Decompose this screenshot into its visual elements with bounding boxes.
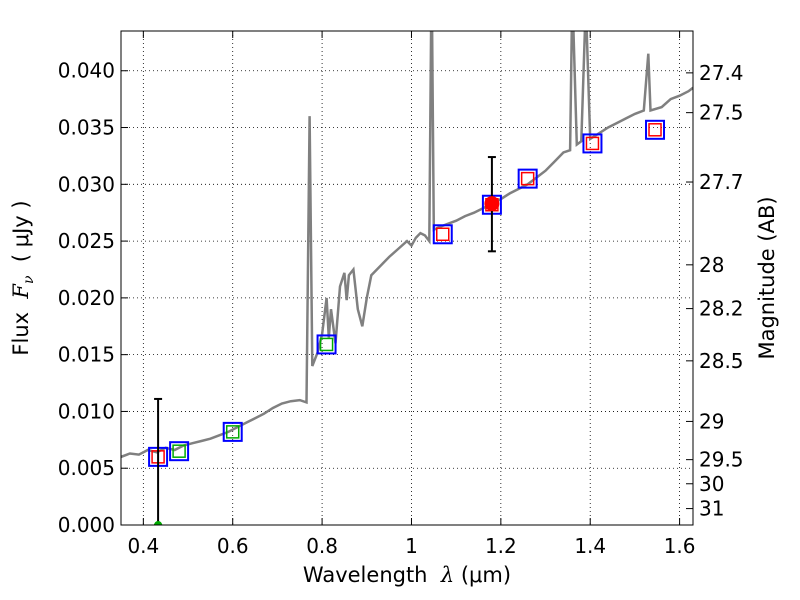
magnitude-tick-label: 28.5 (699, 349, 744, 373)
x-tick-label: 1.6 (664, 534, 696, 558)
model-photometry-inner (319, 337, 334, 352)
model-photometry-inner (585, 136, 600, 151)
y-tick-label: 0.040 (58, 59, 115, 83)
model-photometry-box (316, 334, 337, 355)
plot-frame (120, 30, 694, 526)
y-axis-title: Flux Fν ( μJy ) (9, 200, 37, 355)
model-photometry-inner (436, 227, 450, 242)
model-photometry-box (432, 224, 453, 245)
tick-labels: 0.4 0.6 0.8 1 1.2 1.4 1.6 0.000 0.005 0.010 0.015 0… (58, 59, 744, 558)
y-tick-label: 0.005 (58, 456, 115, 480)
magnitude-tick-label: 27.5 (699, 101, 744, 125)
magnitude-tick-label: 27.7 (699, 170, 744, 194)
y-tick-label: 0.010 (58, 399, 115, 423)
model-photometry-inner (172, 444, 186, 458)
model-photometry-inner (520, 171, 535, 186)
x-tick-label: 0.6 (217, 534, 249, 558)
model-spectrum-line (121, 31, 693, 459)
axis-ticks (121, 31, 693, 526)
model-photometry-markers (148, 119, 666, 467)
x-tick-label: 1.2 (485, 534, 517, 558)
magnitude-tick-label: 30 (699, 472, 724, 496)
magnitude-tick-label: 31 (699, 497, 724, 521)
magnitude-tick-label: 29 (699, 409, 724, 433)
model-photometry-box (582, 133, 603, 154)
plot-area (121, 31, 693, 525)
observed-photometry (154, 156, 500, 525)
model-photometry-box (169, 441, 190, 462)
y-tick-label: 0.015 (58, 343, 115, 367)
magnitude-tick-label: 29.5 (699, 448, 744, 472)
model-photometry-inner (648, 123, 662, 137)
y-tick-label: 0.020 (58, 286, 115, 310)
x-tick-label: 0.8 (306, 534, 338, 558)
x-tick-label: 1.4 (574, 534, 606, 558)
observed-point (154, 521, 163, 525)
magnitude-tick-label: 28.2 (699, 297, 744, 321)
model-photometry-box (517, 168, 538, 189)
model-photometry-box (645, 119, 666, 140)
magnitude-tick-label: 28 (699, 253, 724, 277)
magnitude-tick-label: 27.4 (699, 61, 744, 85)
x-axis-title: Wavelength λ (μm) (303, 563, 511, 587)
observed-point (484, 196, 500, 212)
x-tick-label: 1 (405, 534, 418, 558)
y-tick-label: 0.035 (58, 116, 115, 140)
y-tick-label: 0.000 (58, 513, 115, 537)
model-photometry-box (222, 421, 243, 442)
x-tick-label: 0.4 (127, 534, 159, 558)
magnitude-axis-title: Magnitude (AB) (755, 196, 779, 359)
y-tick-label: 0.025 (58, 229, 115, 253)
model-photometry-inner (225, 425, 240, 439)
grid-lines (121, 31, 693, 526)
y-tick-label: 0.030 (58, 172, 115, 196)
